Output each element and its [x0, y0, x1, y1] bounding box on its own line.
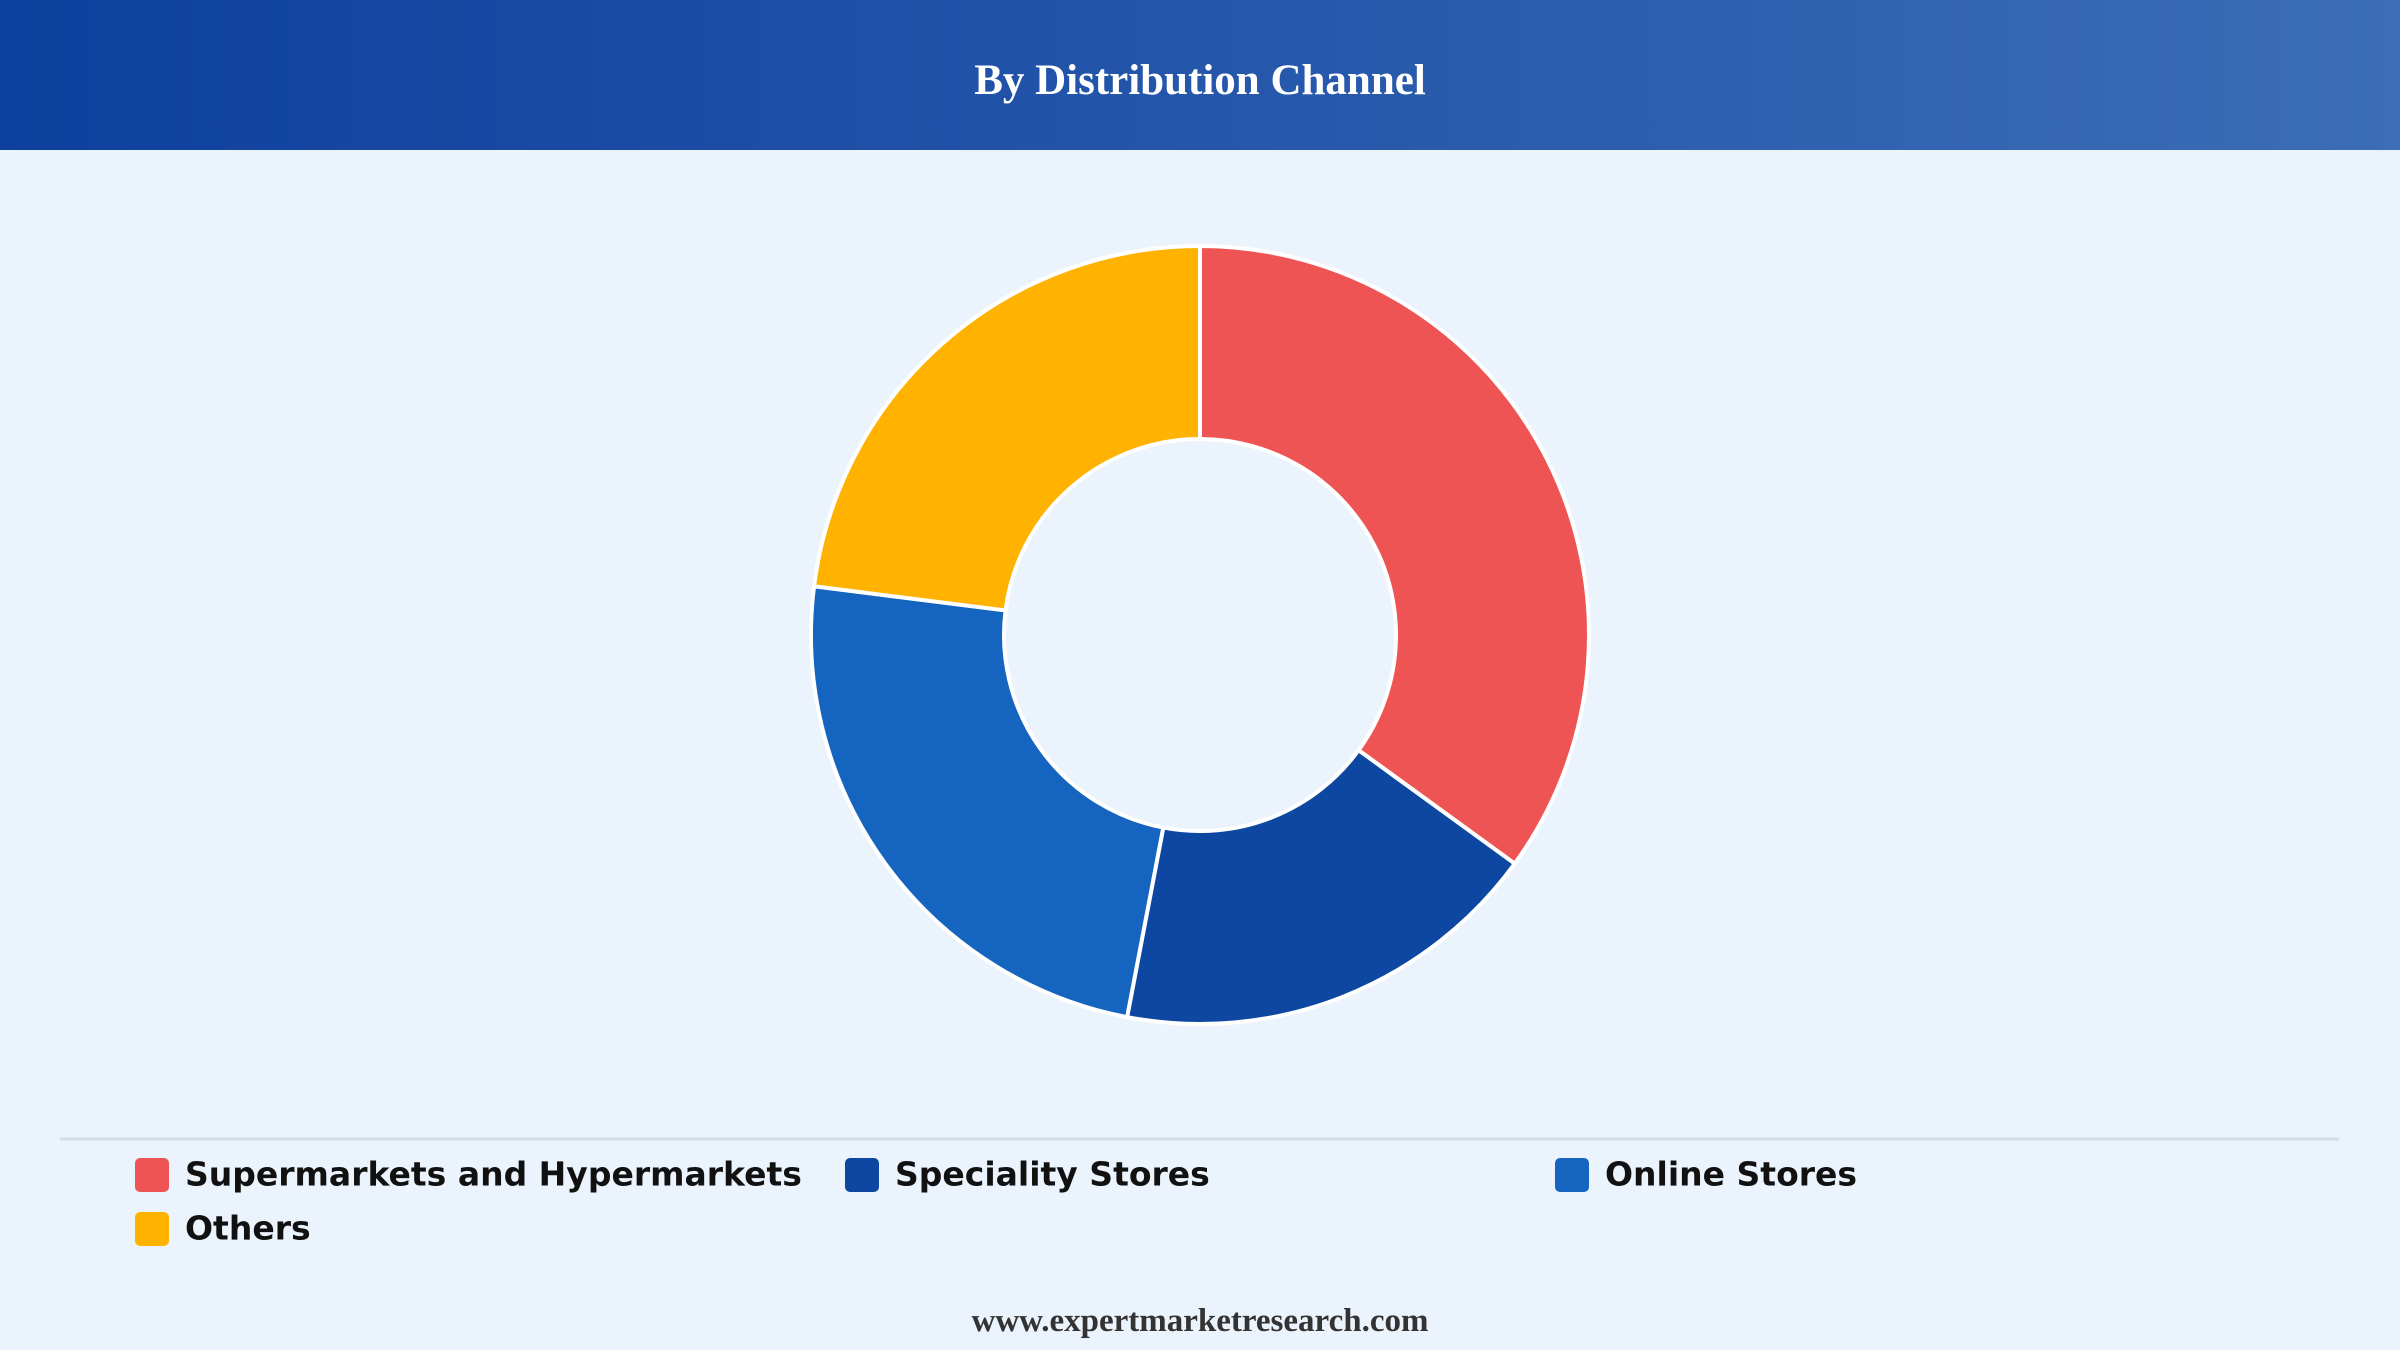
- footer: www.expertmarketresearch.com: [972, 1303, 1429, 1339]
- donut-slice: [809, 584, 1166, 1020]
- legend-swatch: [135, 1158, 169, 1192]
- donut-slice: [1198, 243, 1591, 867]
- legend-swatch: [1555, 1158, 1589, 1192]
- legend-label: Online Stores: [1605, 1155, 1857, 1194]
- legend-label: Supermarkets and Hypermarkets: [185, 1155, 802, 1194]
- legend-swatch: [135, 1212, 169, 1246]
- legend-label: Others: [185, 1209, 311, 1248]
- donut-slice: [811, 243, 1202, 613]
- chart-title: By Distribution Channel: [974, 57, 1426, 104]
- donut-slice: [1124, 747, 1518, 1026]
- legend-swatch: [845, 1158, 879, 1192]
- header: [0, 0, 2400, 150]
- legend-label: Speciality Stores: [895, 1155, 1210, 1194]
